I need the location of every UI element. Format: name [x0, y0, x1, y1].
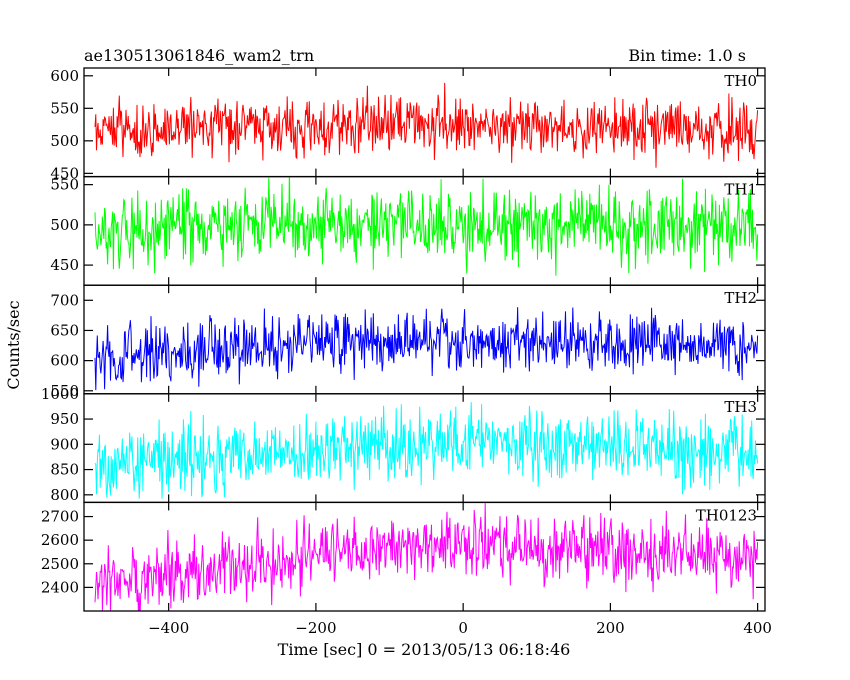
y-tick-label: 2400: [41, 578, 79, 596]
y-tick-label: 550: [50, 382, 79, 400]
series-line-th2: [94, 307, 759, 391]
y-tick-label: 1000: [41, 385, 79, 403]
y-tick-label: 550: [50, 176, 79, 194]
x-axis-label: Time [sec] 0 = 2013/05/13 06:18:46: [278, 640, 571, 659]
y-tick-label: 2500: [41, 555, 79, 573]
panel-th3: 800 850 900 950 1000 TH3: [41, 385, 766, 504]
y-tick-label: 800: [50, 486, 79, 504]
panel-frame: [83, 501, 766, 612]
y-tick-label: 900: [50, 435, 79, 453]
y-tick-label: 550: [50, 99, 79, 117]
bin-time-label: Bin time: 1.0 s: [628, 46, 746, 65]
panel-label-th3: TH3: [724, 398, 757, 416]
x-tick-label: 200: [596, 619, 625, 637]
panel-label-th0123: TH0123: [696, 506, 757, 524]
series-line-th3: [94, 402, 759, 499]
series-line-th1: [94, 176, 759, 276]
y-tick-label: 500: [50, 216, 79, 234]
y-axis-label: Counts/sec: [4, 300, 23, 389]
panels: 450 500 550 600 TH0 450 500 550 TH1 550 600 650 700 T…: [41, 67, 772, 637]
panel-label-th1: TH1: [724, 181, 757, 199]
x-tick-label: −400: [148, 619, 189, 637]
y-tick-label: 650: [50, 321, 79, 339]
panel-label-th0: TH0: [724, 72, 757, 90]
y-tick-label: 2600: [41, 531, 79, 549]
y-tick-label: 600: [50, 67, 79, 85]
chart-title: ae130513061846_wam2_trn: [84, 46, 314, 65]
y-tick-label: 600: [50, 352, 79, 370]
y-tick-label: 950: [50, 410, 79, 428]
y-tick-label: 850: [50, 461, 79, 479]
y-tick-label: 450: [50, 256, 79, 274]
panel-th0123: 2400 2500 2600 2700 TH0123: [41, 501, 766, 612]
y-tick-label: 700: [50, 291, 79, 309]
panel-th1: 450 500 550 TH1: [50, 176, 766, 286]
panel-label-th2: TH2: [724, 289, 757, 307]
x-tick-label: 0: [458, 619, 468, 637]
y-tick-label: 450: [50, 164, 79, 182]
x-tick-label: −200: [295, 619, 336, 637]
x-tick-label: 400: [743, 619, 772, 637]
y-tick-label: 500: [50, 132, 79, 150]
series-line-th0: [94, 82, 759, 168]
y-tick-label: 2700: [41, 508, 79, 526]
panel-th0: 450 500 550 600 TH0: [50, 67, 766, 182]
panel-th2: 550 600 650 700 TH2: [50, 284, 766, 400]
series-line-th0123: [94, 503, 759, 611]
